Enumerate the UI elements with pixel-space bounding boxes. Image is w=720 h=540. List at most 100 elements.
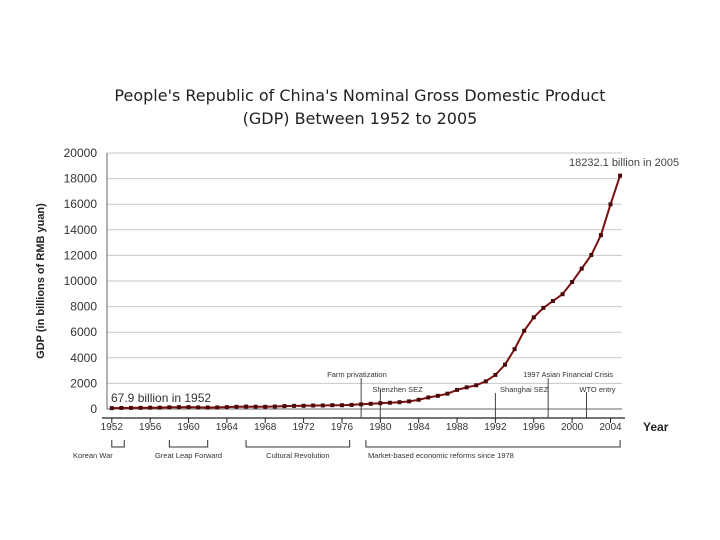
x-tick-label: 1980 — [369, 422, 392, 433]
gdp-data-point — [416, 397, 421, 402]
gdp-data-point — [320, 403, 325, 408]
y-tick-label: 8000 — [70, 300, 97, 314]
event-label: WTO entry — [579, 385, 615, 394]
gdp-data-point — [589, 252, 594, 257]
gdp-data-point — [234, 404, 239, 409]
x-tick-label: 1984 — [408, 422, 431, 433]
x-tick-label: 1976 — [331, 422, 354, 433]
gdp-data-point — [522, 328, 527, 333]
period-bracket — [245, 440, 351, 448]
y-tick-label: 18000 — [64, 172, 98, 186]
gdp-data-point — [349, 402, 354, 407]
x-tick-label: 2000 — [561, 422, 584, 433]
gdp-data-point — [263, 404, 268, 409]
gdp-data-point — [167, 405, 172, 410]
event-label: 1997 Asian Financial Crisis — [523, 370, 613, 379]
period-bracket — [168, 440, 209, 448]
gdp-data-point — [148, 405, 153, 410]
gdp-data-point — [301, 403, 306, 408]
gdp-data-point — [541, 305, 546, 310]
gdp-data-point — [445, 391, 450, 396]
gdp-data-point — [196, 405, 201, 410]
start-value-label: 67.9 billion in 1952 — [111, 391, 211, 405]
gdp-data-point — [215, 405, 220, 410]
event-label: Farm privatization — [327, 370, 387, 379]
period-label: Cultural Revolution — [266, 451, 329, 460]
x-tick-label: 1964 — [216, 422, 239, 433]
gdp-data-point — [512, 347, 517, 352]
gdp-data-point — [570, 280, 575, 285]
x-tick-label: 1956 — [139, 422, 162, 433]
period-bracket — [365, 440, 621, 448]
gdp-data-point — [253, 404, 258, 409]
gdp-data-point — [502, 362, 507, 367]
event-label: Shanghai SEZ — [500, 385, 549, 394]
x-tick-label: 1952 — [101, 422, 124, 433]
gdp-data-point — [330, 403, 335, 408]
axes-layer — [102, 153, 625, 419]
gdp-data-point — [224, 405, 229, 410]
period-layer: Korean War Great Leap Forward Cultural Rev… — [73, 440, 621, 460]
gdp-data-point — [311, 403, 316, 408]
gdp-data-point — [618, 173, 623, 178]
gdp-data-point — [579, 266, 584, 271]
gdp-data-point — [531, 315, 536, 320]
period-label: Korean War — [73, 451, 113, 460]
y-tick-label: 6000 — [70, 325, 97, 339]
period-label: Great Leap Forward — [155, 451, 222, 460]
y-tick-label: 12000 — [64, 248, 98, 262]
gdp-data-point — [176, 405, 181, 410]
gdp-data-point — [455, 387, 460, 392]
y-tick-label: 2000 — [70, 376, 97, 390]
x-tick-label: 1992 — [484, 422, 507, 433]
gdp-data-point — [483, 379, 488, 384]
x-tick-label: 2004 — [599, 422, 622, 433]
gdp-data-point — [387, 400, 392, 405]
x-axis-label: Year — [643, 420, 669, 434]
gdp-data-point — [138, 405, 143, 410]
y-tick-label: 14000 — [64, 223, 98, 237]
period-label: Market-based economic reforms since 1978 — [368, 451, 514, 460]
gdp-data-point — [368, 401, 373, 406]
y-tick-label: 4000 — [70, 351, 97, 365]
gdp-data-point — [157, 405, 162, 410]
y-axis-label: GDP (in billions of RMB yuan) — [35, 203, 47, 359]
gdp-data-point — [464, 385, 469, 390]
gdp-data-point — [378, 401, 383, 406]
gdp-data-point — [339, 403, 344, 408]
y-tick-label: 16000 — [64, 197, 98, 211]
gdp-data-point — [397, 400, 402, 405]
gdp-data-point — [128, 405, 133, 410]
gdp-data-point — [272, 404, 277, 409]
gdp-data-point — [205, 405, 210, 410]
y-tick-label: 0 — [90, 402, 97, 416]
x-tick-label: 1996 — [523, 422, 546, 433]
end-value-label: 18232.1 billion in 2005 — [569, 157, 679, 169]
gdp-data-point — [550, 298, 555, 303]
x-tick-label: 1960 — [177, 422, 200, 433]
gdp-data-point — [426, 395, 431, 400]
tick-layer: 0 2000 4000 6000 8000 10000 12000 14000 16000 180… — [64, 146, 622, 433]
event-layer: Farm privatization Shenzhen SEZ Shanghai S… — [327, 370, 616, 418]
series-layer — [109, 173, 623, 411]
y-tick-label: 20000 — [64, 146, 98, 160]
gdp-data-point — [119, 405, 124, 410]
event-label: Shenzhen SEZ — [372, 385, 423, 394]
chart-title-line-2: (GDP) Between 1952 to 2005 — [242, 109, 478, 128]
gdp-data-point — [435, 393, 440, 398]
x-tick-label: 1972 — [292, 422, 315, 433]
x-tick-label: 1988 — [446, 422, 469, 433]
gdp-data-point — [608, 202, 613, 207]
gdp-data-point — [493, 372, 498, 377]
gdp-data-point — [598, 233, 603, 238]
gdp-data-point — [244, 404, 249, 409]
grid-layer — [107, 152, 622, 384]
gdp-data-point — [474, 383, 479, 388]
gdp-data-point — [292, 403, 297, 408]
gdp-data-point — [186, 405, 191, 410]
gdp-data-point — [109, 406, 114, 411]
x-tick-label: 1968 — [254, 422, 277, 433]
gdp-data-point — [407, 399, 412, 404]
gdp-data-point — [560, 292, 565, 297]
y-tick-label: 10000 — [64, 274, 98, 288]
